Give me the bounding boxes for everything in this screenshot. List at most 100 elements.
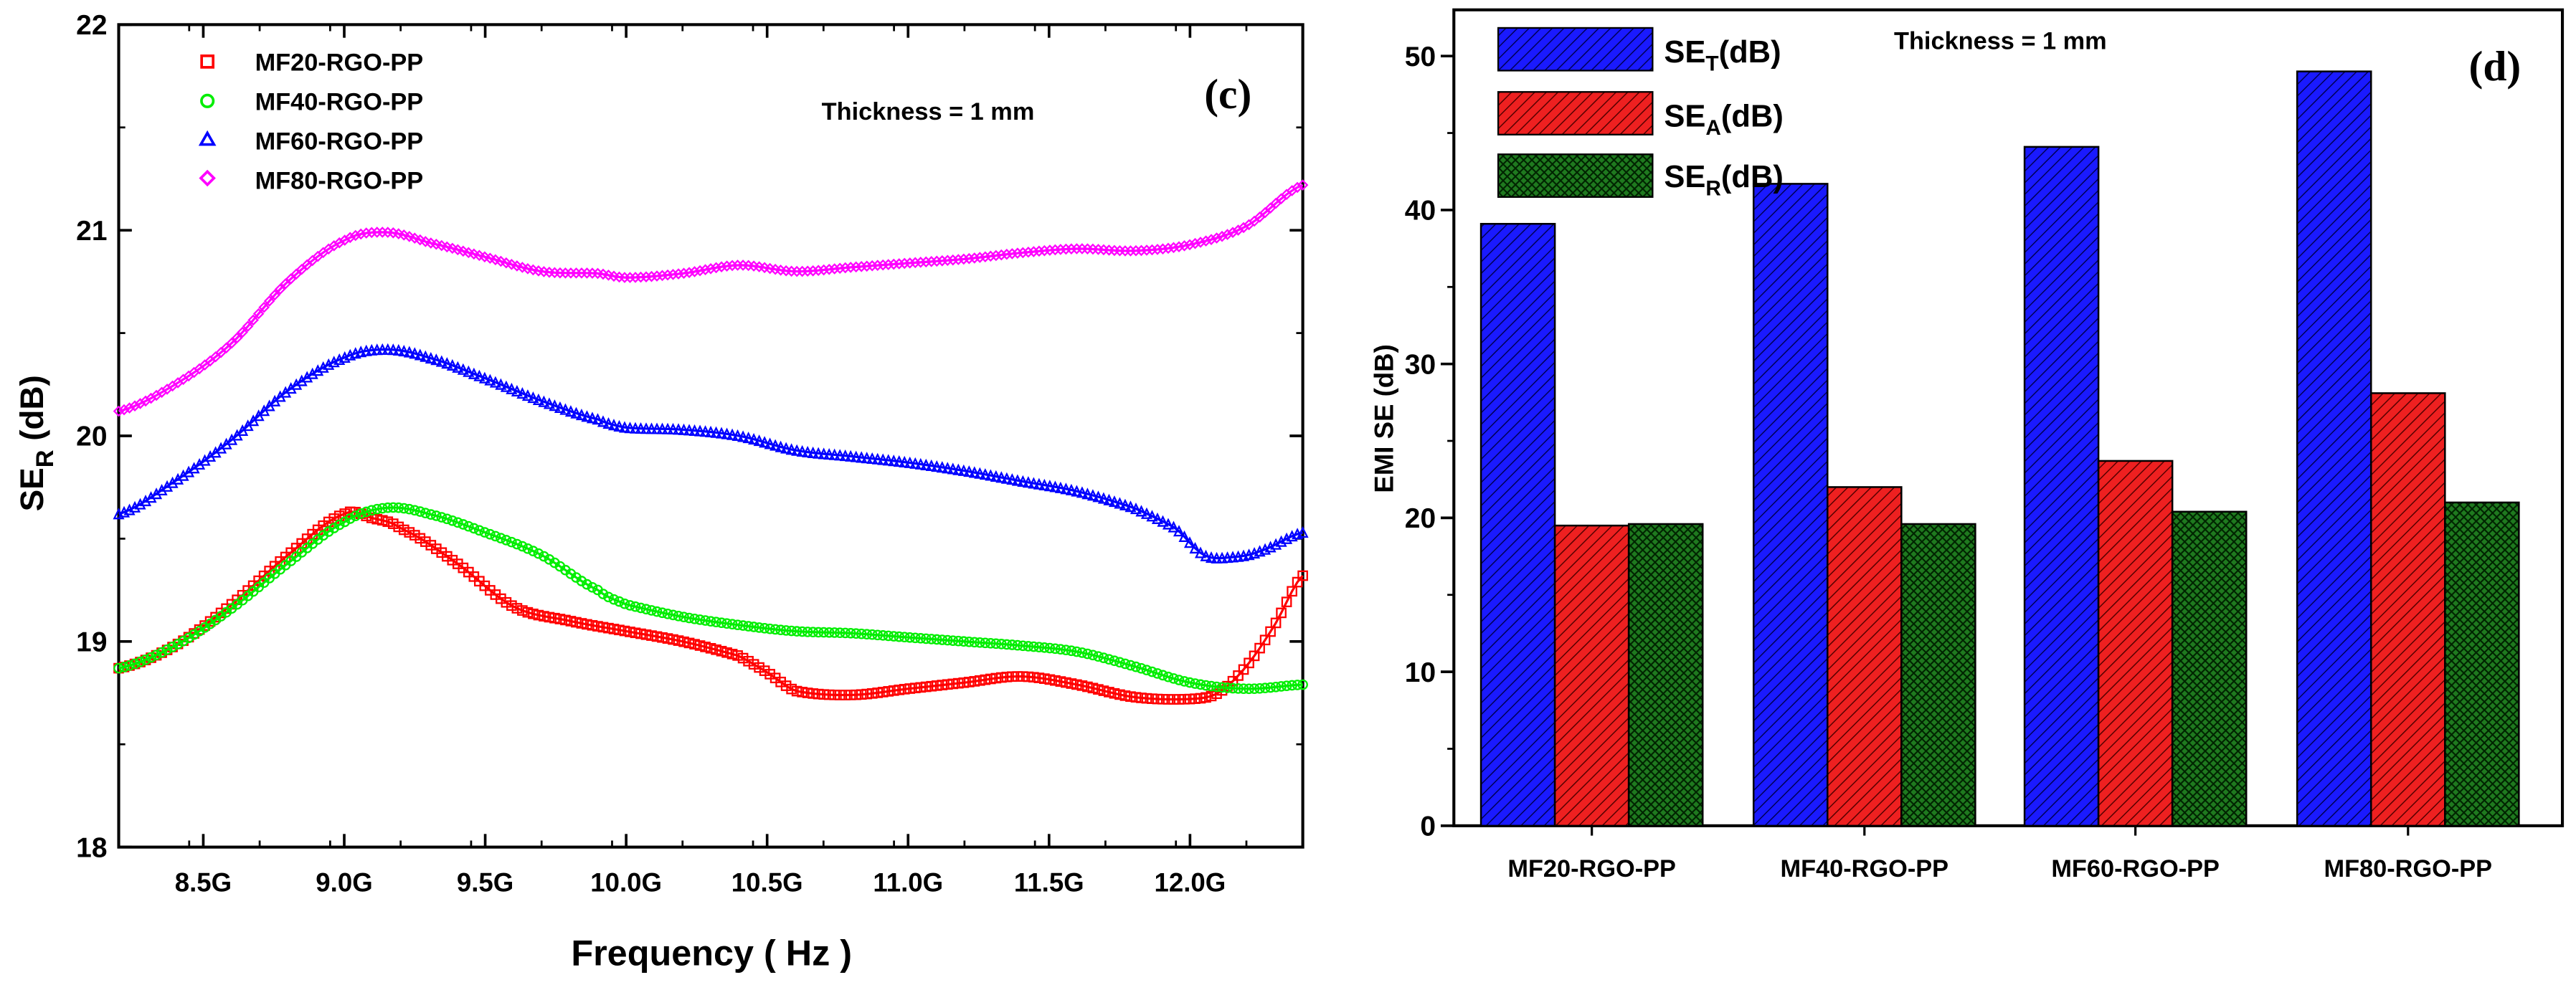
data-point — [947, 635, 959, 646]
bar-chart-panel: 0 10 20 30 40 50 MF20-RGO-PP MF40-RGO-PP MF60-RG… — [1370, 8, 2565, 882]
data-point — [1200, 549, 1212, 561]
data-point — [813, 688, 824, 700]
data-point — [247, 314, 259, 326]
data-point — [560, 614, 571, 626]
data-point — [797, 687, 808, 698]
data-point — [608, 624, 620, 634]
data-point — [382, 343, 394, 355]
series-line — [118, 506, 1303, 690]
data-point — [640, 604, 652, 615]
data-point — [985, 673, 996, 685]
data-point — [377, 515, 388, 526]
data-point — [570, 406, 582, 419]
data-point — [963, 465, 975, 477]
data-point — [1162, 518, 1175, 530]
annotation: Thickness = 1 mm — [1894, 28, 2107, 55]
data-point — [914, 457, 927, 470]
data-point — [657, 607, 668, 619]
data-point — [1264, 202, 1277, 214]
data-point — [1093, 651, 1104, 662]
data-point — [1195, 237, 1206, 248]
data-point — [845, 690, 856, 700]
data-point — [1140, 507, 1153, 519]
legend-label: SET(dB) — [1664, 35, 1781, 75]
data-point — [242, 320, 254, 332]
data-point — [1211, 688, 1222, 700]
data-point — [1071, 646, 1082, 657]
data-point — [377, 503, 388, 514]
data-point — [1130, 503, 1142, 515]
data-point — [1022, 476, 1034, 488]
data-point — [425, 509, 437, 520]
data-point — [1178, 240, 1190, 252]
data-point — [726, 649, 738, 660]
data-point — [845, 627, 856, 639]
data-point — [269, 289, 280, 301]
data-point — [737, 430, 749, 442]
y-tick-label: 21 — [76, 216, 107, 247]
data-point — [931, 634, 942, 645]
data-point — [947, 678, 959, 690]
data-point — [877, 453, 889, 465]
data-point — [990, 470, 1002, 482]
data-point — [156, 647, 167, 658]
data-point — [1136, 693, 1147, 703]
data-point — [624, 422, 636, 434]
data-point — [877, 687, 889, 698]
data-point — [925, 459, 937, 472]
data-point — [1082, 648, 1093, 660]
data-point — [1183, 536, 1196, 548]
data-point — [786, 625, 797, 637]
data-point — [1162, 242, 1174, 254]
x-tick-label: 10.0G — [590, 867, 662, 897]
data-point — [646, 630, 657, 641]
data-point — [1119, 658, 1131, 670]
data-point — [1000, 472, 1013, 484]
data-point — [947, 462, 959, 475]
x-tick-label: 11.0G — [873, 867, 943, 897]
data-point — [904, 683, 916, 694]
series-mf20-rgo-pp — [113, 506, 1308, 705]
data-point — [1206, 234, 1217, 245]
data-point — [1162, 671, 1174, 682]
data-point — [1162, 694, 1174, 705]
legend-label: SER(dB) — [1664, 160, 1784, 200]
data-point — [716, 645, 727, 657]
data-point — [597, 415, 610, 427]
data-point — [1259, 682, 1271, 694]
data-point — [1189, 237, 1201, 249]
data-point — [189, 629, 199, 640]
series-mf40-rgo-pp — [113, 502, 1308, 695]
data-point — [1216, 682, 1228, 693]
data-point — [829, 627, 840, 638]
data-point — [1173, 241, 1185, 252]
data-point — [748, 659, 759, 670]
data-point — [463, 520, 474, 532]
data-point — [220, 342, 232, 354]
data-point — [414, 348, 426, 361]
annotation: Thickness = 1 mm — [822, 98, 1035, 125]
panel-label: (d) — [2469, 42, 2521, 90]
data-point — [1281, 596, 1292, 607]
y-tick-label: 19 — [76, 627, 107, 658]
data-point — [1050, 643, 1061, 655]
data-point — [582, 579, 592, 590]
data-point — [980, 251, 991, 263]
data-point — [731, 429, 744, 442]
data-point — [1270, 681, 1282, 693]
data-point — [909, 682, 921, 694]
data-point — [802, 687, 813, 698]
data-point — [1292, 576, 1303, 588]
data-point — [661, 422, 674, 434]
data-point — [333, 519, 345, 530]
data-point — [619, 625, 630, 637]
data-point — [689, 639, 700, 650]
data-point — [699, 264, 711, 275]
data-point — [544, 612, 555, 623]
data-point — [387, 502, 399, 513]
data-point — [1195, 679, 1206, 690]
data-point — [140, 654, 151, 665]
series-group — [113, 179, 1309, 705]
bar-se-t — [1752, 183, 1829, 827]
